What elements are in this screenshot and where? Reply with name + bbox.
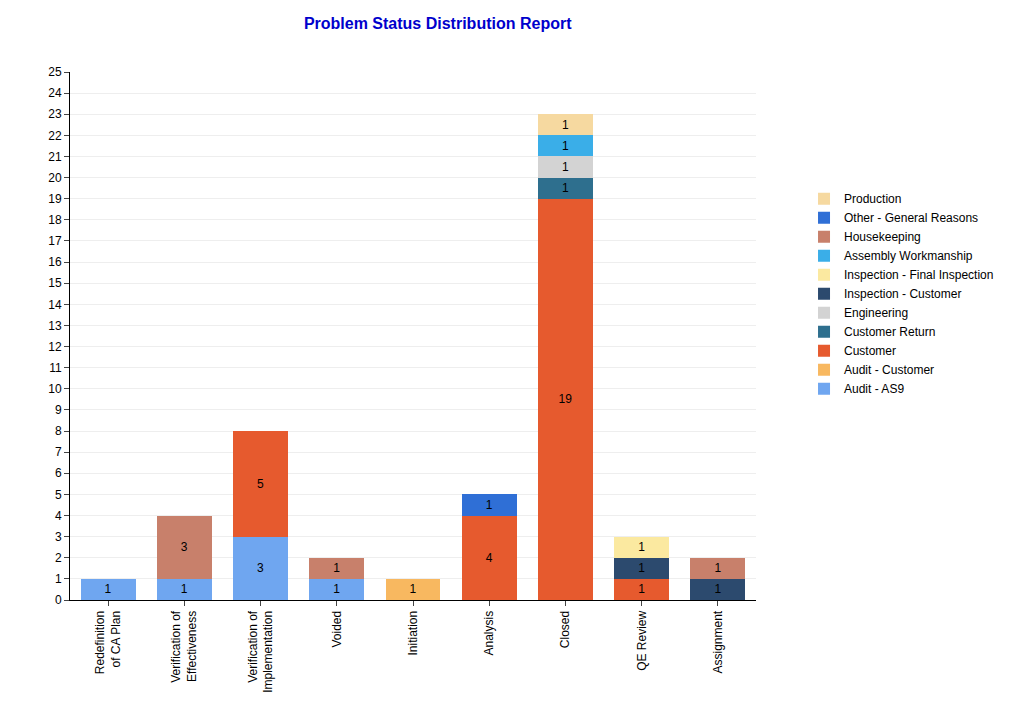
svg-text:Verification ofEffectiveness: Verification ofEffectiveness [169,610,199,683]
svg-text:14: 14 [48,298,62,312]
svg-text:Audit - AS9: Audit - AS9 [844,382,904,396]
svg-text:1: 1 [105,582,112,596]
svg-text:4: 4 [486,551,493,565]
svg-text:3: 3 [257,561,264,575]
svg-text:1: 1 [562,139,569,153]
svg-text:Assignment: Assignment [711,610,725,673]
svg-text:19: 19 [559,392,573,406]
svg-text:2: 2 [55,551,62,565]
svg-text:6: 6 [55,466,62,480]
svg-text:Customer: Customer [844,344,896,358]
svg-text:1: 1 [181,582,188,596]
svg-text:Housekeeping: Housekeeping [844,230,921,244]
svg-text:Verification ofImplementation: Verification ofImplementation [246,610,276,693]
svg-text:21: 21 [48,150,62,164]
svg-text:10: 10 [48,382,62,396]
svg-text:1: 1 [638,561,645,575]
svg-text:7: 7 [55,445,62,459]
svg-text:Other - General Reasons: Other - General Reasons [844,211,978,225]
svg-text:13: 13 [48,319,62,333]
svg-text:QE Review: QE Review [635,610,649,670]
svg-text:Audit - Customer: Audit - Customer [844,363,934,377]
svg-text:8: 8 [55,424,62,438]
svg-text:16: 16 [48,255,62,269]
svg-text:5: 5 [55,488,62,502]
svg-text:1: 1 [714,561,721,575]
svg-text:Problem Status Distribution Re: Problem Status Distribution Report [304,15,572,32]
svg-text:4: 4 [55,509,62,523]
svg-text:Production: Production [844,192,901,206]
svg-text:11: 11 [49,361,62,375]
svg-text:0: 0 [55,593,62,607]
svg-text:Inspection - Final Inspection: Inspection - Final Inspection [844,268,993,282]
svg-text:12: 12 [48,340,62,354]
svg-text:1: 1 [714,582,721,596]
svg-text:9: 9 [55,403,62,417]
svg-text:1: 1 [638,582,645,596]
svg-text:5: 5 [257,477,264,491]
svg-text:1: 1 [562,160,569,174]
svg-text:19: 19 [48,192,62,206]
svg-text:22: 22 [48,129,62,143]
svg-text:15: 15 [48,276,62,290]
svg-text:18: 18 [48,213,62,227]
svg-text:17: 17 [48,234,62,248]
svg-text:Analysis: Analysis [482,611,496,656]
svg-text:Inspection - Customer: Inspection - Customer [844,287,961,301]
svg-text:1: 1 [562,118,569,132]
svg-text:24: 24 [48,86,62,100]
svg-text:23: 23 [48,107,62,121]
svg-text:1: 1 [410,582,417,596]
svg-text:Redefinitionof CA Plan: Redefinitionof CA Plan [93,611,123,674]
svg-text:Engineering: Engineering [844,306,908,320]
svg-text:Voided: Voided [330,611,344,648]
svg-text:1: 1 [486,498,493,512]
svg-text:Initiation: Initiation [406,611,420,656]
svg-text:20: 20 [48,171,62,185]
svg-text:3: 3 [181,540,188,554]
svg-text:25: 25 [48,65,62,79]
svg-text:1: 1 [638,540,645,554]
svg-text:Closed: Closed [558,611,572,648]
svg-text:1: 1 [55,572,62,586]
svg-text:Customer Return: Customer Return [844,325,935,339]
svg-text:1: 1 [333,582,340,596]
svg-text:1: 1 [333,561,340,575]
svg-text:Assembly Workmanship: Assembly Workmanship [844,249,973,263]
svg-text:1: 1 [562,181,569,195]
svg-text:3: 3 [55,530,62,544]
